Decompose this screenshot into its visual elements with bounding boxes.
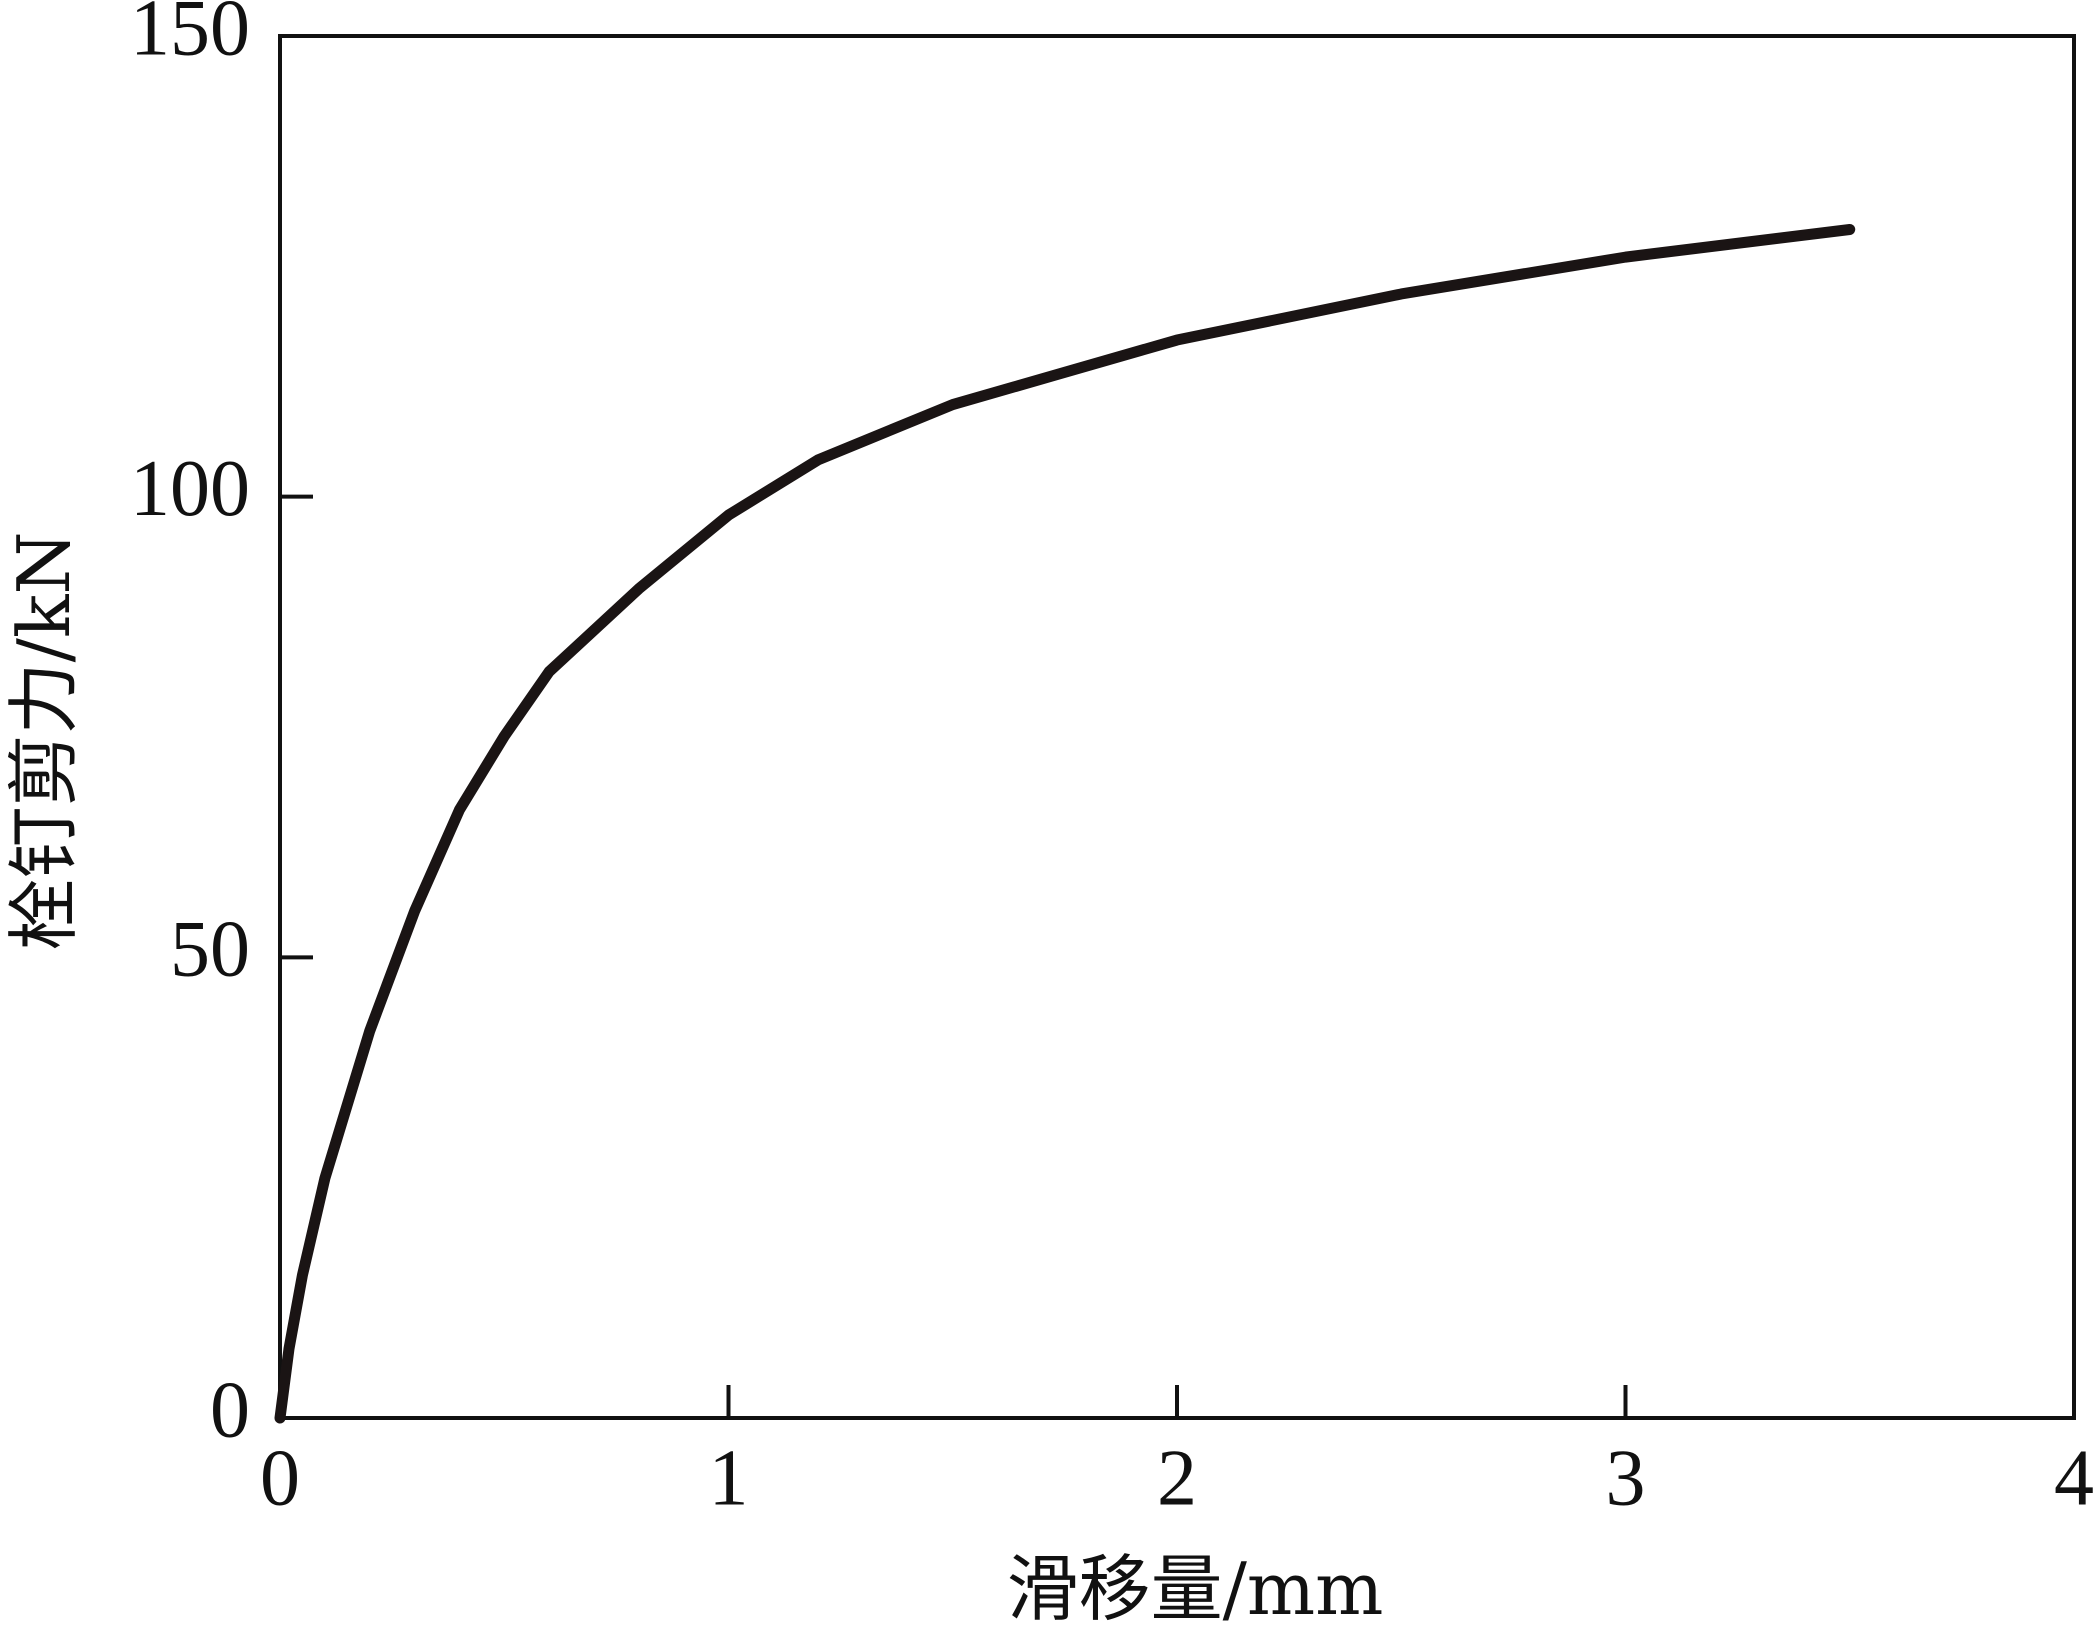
y-axis-label: 栓钉剪力/kN <box>2 532 86 951</box>
x-tick-label: 1 <box>709 1434 749 1522</box>
plot-frame <box>278 34 2076 1420</box>
y-tick-label: 0 <box>210 1366 250 1454</box>
y-tick-label: 100 <box>130 445 250 533</box>
x-tick-label: 0 <box>260 1434 300 1522</box>
x-tick-label: 4 <box>2054 1434 2094 1522</box>
line-series <box>274 223 1856 1424</box>
x-tick-label: 2 <box>1157 1434 1197 1522</box>
x-tick-label: 3 <box>1606 1434 1646 1522</box>
y-tick-label: 150 <box>130 0 250 72</box>
y-tick-label: 50 <box>170 906 250 994</box>
x-axis-label: 滑移量/mm <box>1007 1547 1384 1631</box>
